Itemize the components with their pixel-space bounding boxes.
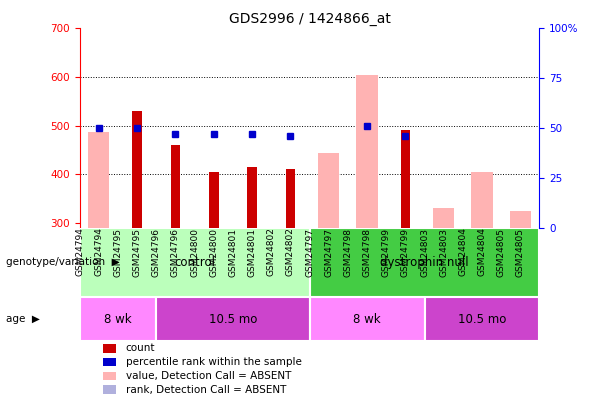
Text: 10.5 mo: 10.5 mo	[458, 313, 506, 326]
Text: 8 wk: 8 wk	[104, 313, 132, 326]
Bar	[424, 297, 539, 341]
Bar	[318, 153, 339, 228]
Bar	[400, 130, 410, 228]
Bar	[510, 211, 531, 228]
Bar	[103, 343, 116, 353]
Text: GSM24803: GSM24803	[420, 228, 429, 277]
Bar	[209, 172, 219, 228]
Bar	[170, 145, 180, 228]
Text: GSM24799: GSM24799	[382, 228, 390, 277]
Text: GSM24797: GSM24797	[324, 228, 333, 277]
Bar	[286, 169, 295, 228]
Text: dystrophin null: dystrophin null	[380, 256, 469, 269]
Bar	[132, 111, 142, 228]
Text: GSM24794: GSM24794	[75, 228, 84, 277]
Text: 8 wk: 8 wk	[353, 313, 381, 326]
Text: value, Detection Call = ABSENT: value, Detection Call = ABSENT	[126, 371, 291, 381]
Bar	[103, 371, 116, 380]
Bar	[247, 167, 257, 228]
Text: 10.5 mo: 10.5 mo	[209, 313, 257, 326]
Text: GSM24795: GSM24795	[113, 228, 123, 277]
Text: GSM24805: GSM24805	[497, 228, 506, 277]
Text: GSM24802: GSM24802	[267, 228, 276, 277]
Text: GSM24796: GSM24796	[171, 228, 180, 277]
Text: GSM24798: GSM24798	[362, 228, 371, 277]
Bar	[103, 386, 116, 394]
Bar	[80, 228, 310, 297]
Text: GSM24796: GSM24796	[152, 228, 161, 277]
Text: GSM24795: GSM24795	[132, 228, 142, 277]
Text: GSM24805: GSM24805	[516, 228, 525, 277]
Text: GSM24804: GSM24804	[459, 228, 467, 277]
Bar	[156, 297, 310, 341]
Bar	[310, 228, 539, 297]
Text: genotype/variation  ▶: genotype/variation ▶	[6, 258, 120, 267]
Bar	[310, 297, 424, 341]
Text: control: control	[174, 256, 215, 269]
Text: rank, Detection Call = ABSENT: rank, Detection Call = ABSENT	[126, 385, 286, 395]
Bar	[357, 75, 378, 228]
Text: GSM24801: GSM24801	[248, 228, 257, 277]
Bar	[433, 208, 454, 228]
Bar	[80, 297, 156, 341]
Bar	[88, 132, 109, 228]
Text: GSM24801: GSM24801	[229, 228, 237, 277]
Bar	[103, 358, 116, 367]
Text: GSM24797: GSM24797	[305, 228, 314, 277]
Text: GSM24803: GSM24803	[439, 228, 448, 277]
Text: GSM24804: GSM24804	[478, 228, 487, 277]
Text: GSM24800: GSM24800	[209, 228, 218, 277]
Text: percentile rank within the sample: percentile rank within the sample	[126, 357, 302, 367]
Text: GSM24799: GSM24799	[401, 228, 410, 277]
Title: GDS2996 / 1424866_at: GDS2996 / 1424866_at	[229, 12, 390, 26]
Bar	[471, 172, 492, 228]
Text: GSM24794: GSM24794	[94, 228, 104, 277]
Text: age  ▶: age ▶	[6, 314, 40, 324]
Text: GSM24802: GSM24802	[286, 228, 295, 277]
Text: count: count	[126, 343, 155, 353]
Text: GSM24800: GSM24800	[190, 228, 199, 277]
Text: GSM24798: GSM24798	[343, 228, 352, 277]
